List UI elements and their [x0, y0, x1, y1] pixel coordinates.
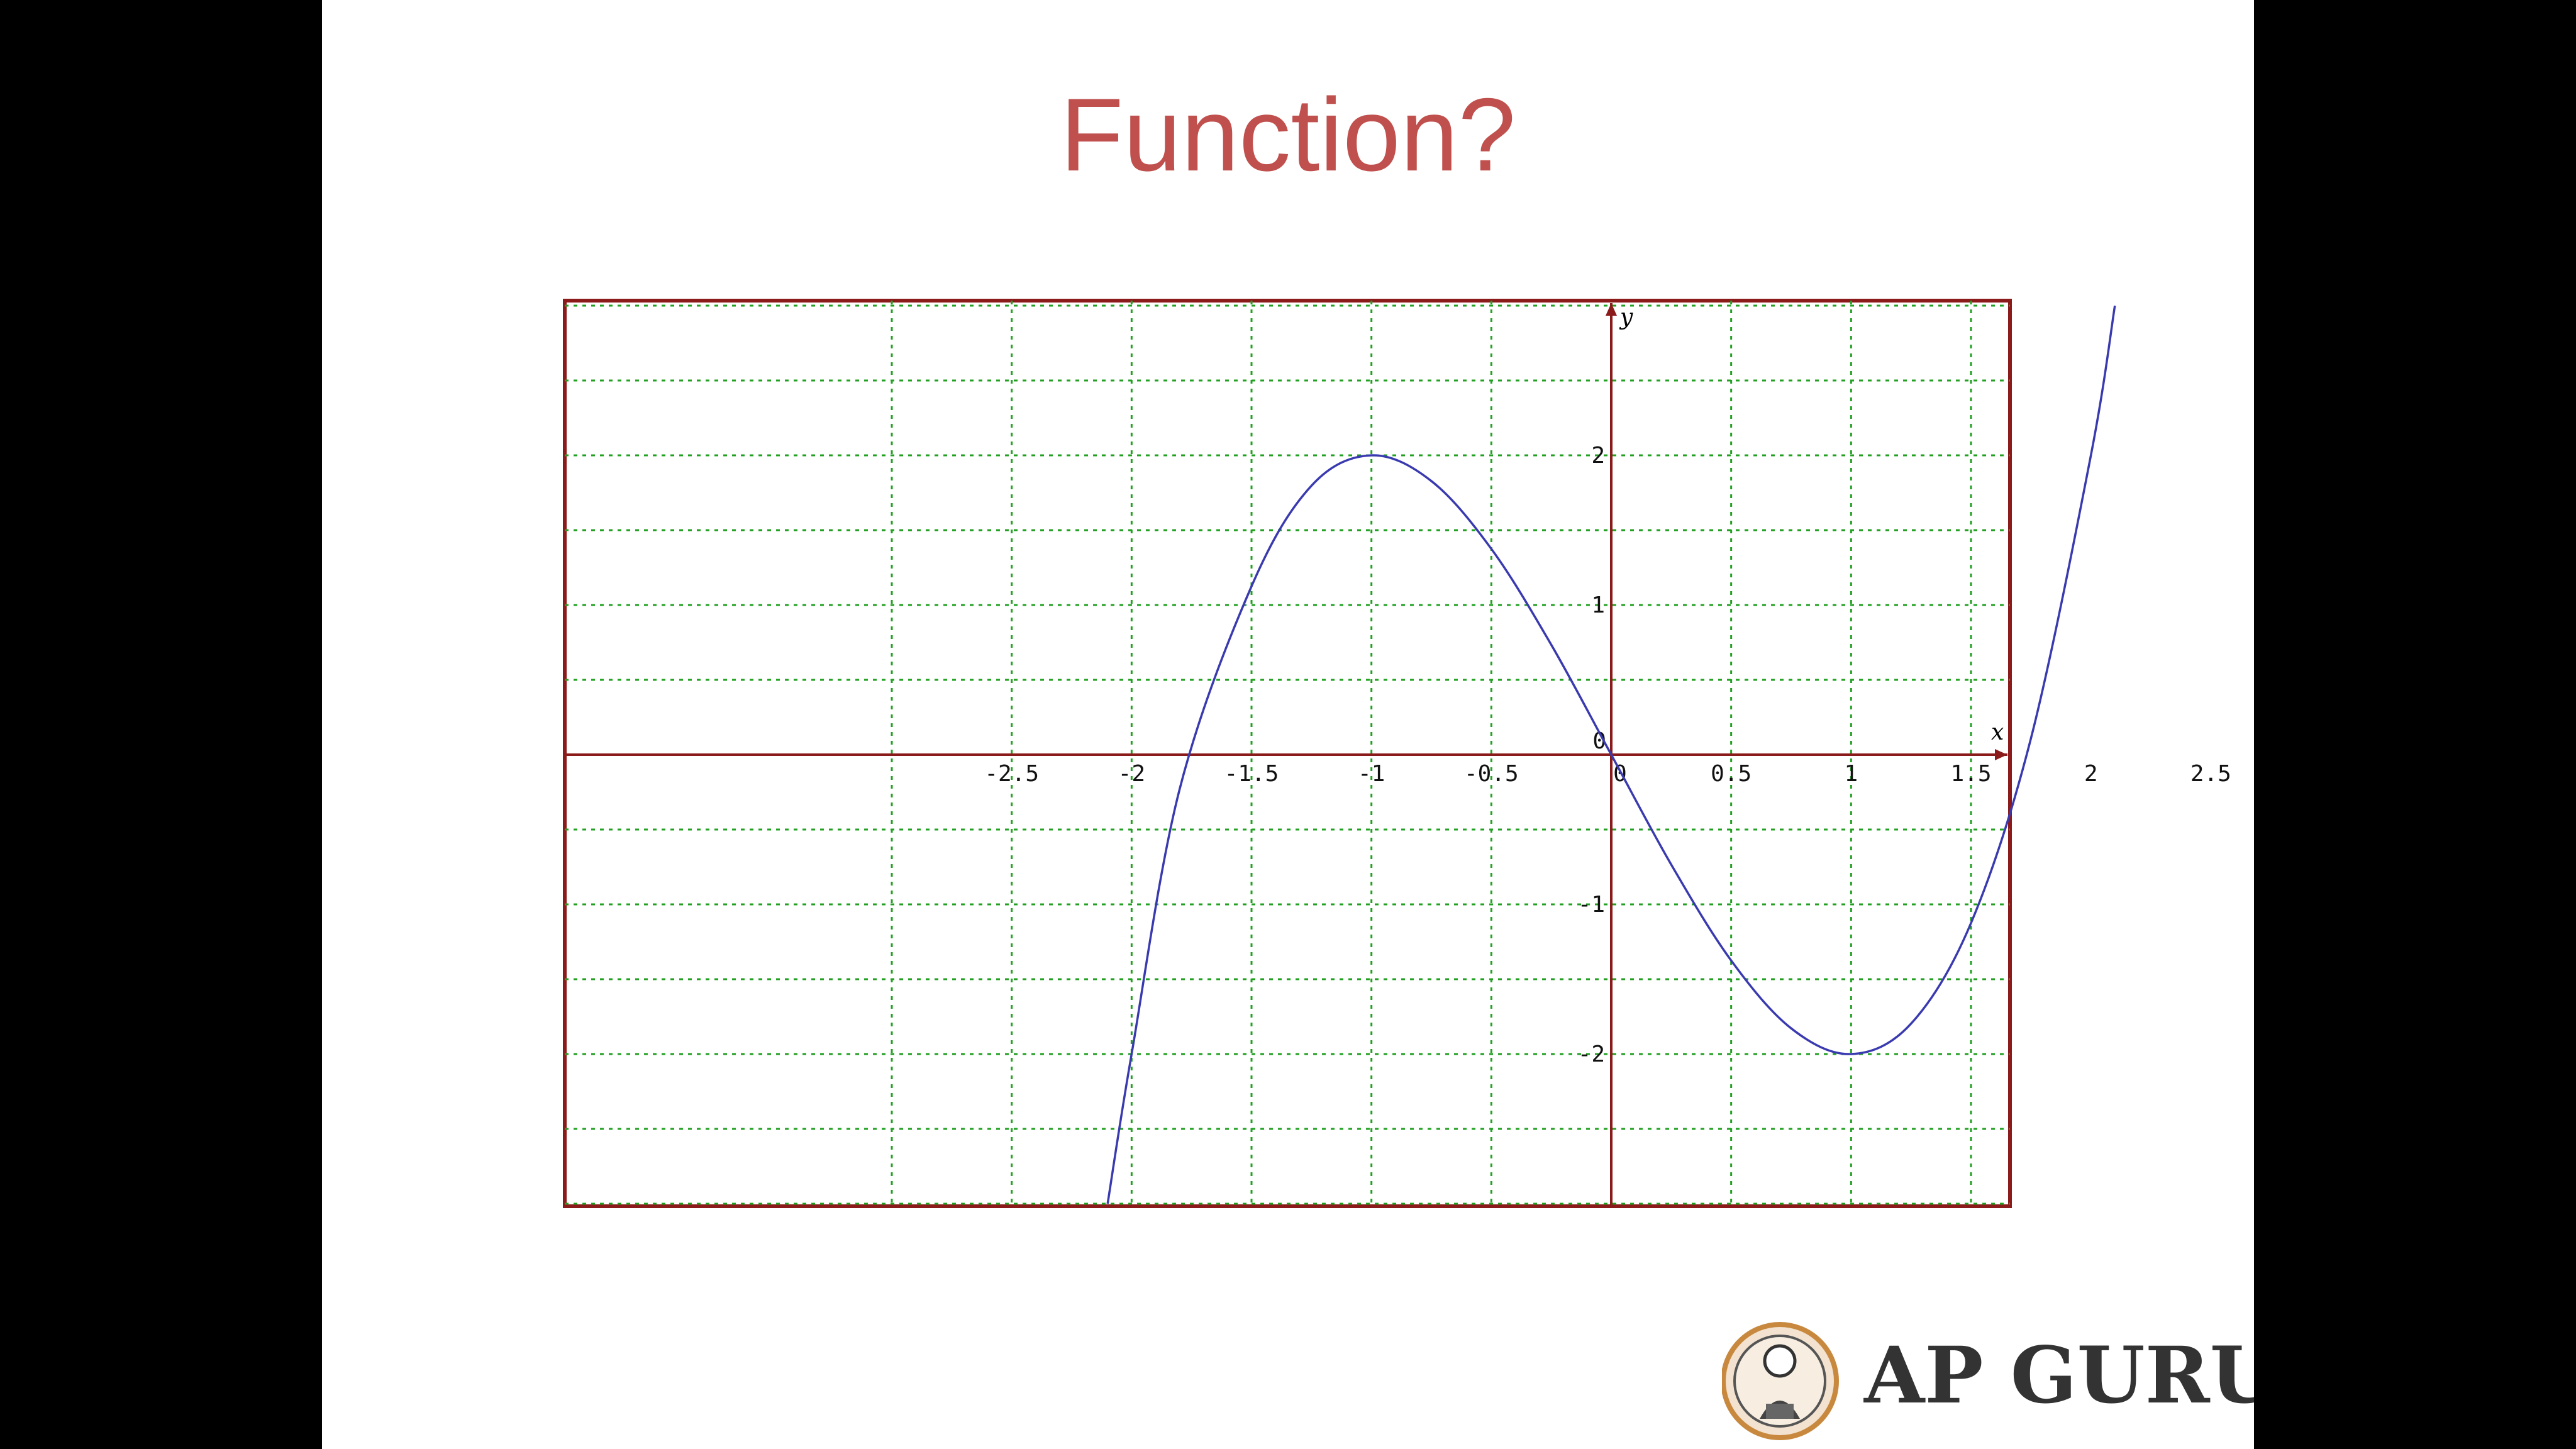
- logo-text: AP GURU: [1864, 1330, 2254, 1421]
- y-axis-arrow: [1606, 303, 1617, 316]
- y-tick-label: 2: [1591, 443, 1605, 469]
- x-tick-label: -2.5: [984, 761, 1039, 787]
- function-graph: -2.5 -2 -1.5 -1 -0.5 0 0.5 1 1.5 2 2.5 2 1 0 -1 -2 x y: [563, 299, 2231, 1208]
- ap-guru-logo: [1722, 1322, 1839, 1440]
- x-tick-label: -0.5: [1464, 761, 1519, 787]
- function-curve: [1106, 305, 2116, 1204]
- y-axis-label: y: [1619, 304, 1633, 330]
- x-tick-label: -1.5: [1224, 761, 1279, 787]
- y-tick-label: 1: [1591, 592, 1605, 618]
- x-tick-label: 0.5: [1711, 761, 1752, 787]
- x-tick-label: 2.5: [2190, 761, 2231, 787]
- x-tick-label: -1: [1358, 761, 1385, 787]
- x-axis-label: x: [1991, 719, 2004, 745]
- slide: Function? -2.5 -2 -1.5 -1 -0.5 0 0.5 1 1.5 2 2.5 2 1…: [322, 0, 2254, 1449]
- x-tick-label: -2: [1118, 761, 1145, 787]
- x-tick-label: 1: [1844, 761, 1858, 787]
- x-tick-label: 1.5: [1950, 761, 1991, 787]
- y-tick-label: -1: [1578, 892, 1605, 918]
- x-tick-label: 2: [2084, 761, 2098, 787]
- x-tick-label: 0: [1613, 761, 1627, 787]
- y-tick-label: -2: [1578, 1041, 1605, 1067]
- x-axis-arrow: [1995, 749, 2007, 760]
- slide-title: Function?: [1060, 77, 1516, 192]
- tick-labels: -2.5 -2 -1.5 -1 -0.5 0 0.5 1 1.5 2 2.5 2 1 0 -1 -2: [984, 443, 2231, 1067]
- y-tick-label: 0: [1592, 728, 1606, 754]
